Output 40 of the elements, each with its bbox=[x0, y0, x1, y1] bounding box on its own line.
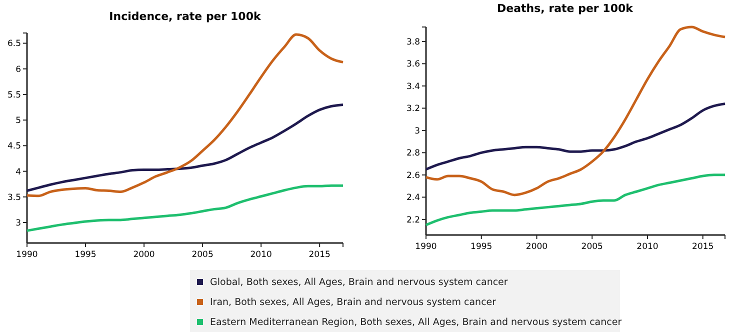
y-tick-label: 4.5 bbox=[7, 142, 21, 152]
legend-label: Eastern Mediterranean Region, Both sexes, All Ages, Brain and nervous system cancer bbox=[210, 317, 622, 328]
y-tick-label: 4 bbox=[16, 167, 21, 178]
x-tick-label: 2000 bbox=[133, 250, 155, 260]
x-tick-label: 1995 bbox=[470, 242, 492, 252]
line-series bbox=[424, 174, 726, 226]
y-tick-label: 3.2 bbox=[406, 104, 420, 114]
chart-title: Deaths, rate per 100k bbox=[497, 2, 634, 15]
y-tick-label: 5.5 bbox=[7, 90, 21, 100]
y-tick-label: 3 bbox=[414, 126, 420, 136]
y-tick-label: 3 bbox=[16, 218, 21, 228]
line-series bbox=[424, 26, 726, 196]
x-tick-label: 1990 bbox=[415, 242, 437, 252]
legend-label: Global, Both sexes, All Ages, Brain and nervous system cancer bbox=[210, 277, 508, 288]
y-tick-label: 2.8 bbox=[406, 148, 420, 159]
x-tick-label: 1995 bbox=[74, 250, 96, 260]
x-tick-label: 2010 bbox=[250, 250, 272, 260]
x-tick-label: 2010 bbox=[636, 242, 658, 252]
y-tick-label: 2.6 bbox=[406, 170, 420, 181]
line-series bbox=[26, 184, 344, 232]
x-tick-label: 2015 bbox=[692, 242, 714, 252]
x-tick-label: 2000 bbox=[526, 242, 548, 252]
y-tick-label: 3.5 bbox=[7, 192, 21, 203]
line-series bbox=[424, 102, 726, 171]
y-tick-label: 3.8 bbox=[406, 37, 420, 48]
y-tick-label: 5 bbox=[16, 116, 21, 126]
y-tick-label: 6.5 bbox=[7, 39, 21, 50]
line-series bbox=[26, 103, 344, 192]
x-tick-label: 2015 bbox=[308, 250, 330, 260]
x-tick-label: 1990 bbox=[16, 250, 38, 260]
y-tick-label: 6 bbox=[16, 64, 21, 75]
x-tick-label: 2005 bbox=[192, 250, 214, 260]
x-tick-label: 2005 bbox=[581, 242, 603, 252]
line-series bbox=[26, 33, 344, 198]
y-tick-label: 2.4 bbox=[406, 193, 420, 204]
y-tick-label: 3.4 bbox=[406, 82, 420, 92]
chart-title: Incidence, rate per 100k bbox=[109, 10, 262, 23]
y-tick-label: 3.6 bbox=[406, 60, 420, 70]
legend-label: Iran, Both sexes, All Ages, Brain and nervous system cancer bbox=[210, 297, 496, 308]
y-tick-label: 2.2 bbox=[406, 215, 420, 226]
